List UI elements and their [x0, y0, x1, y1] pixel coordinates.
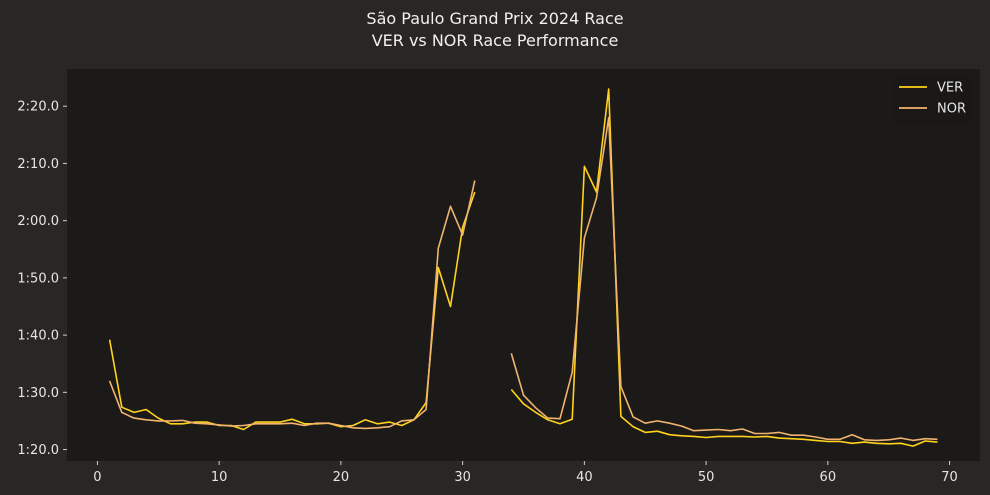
chart-title-line1: São Paulo Grand Prix 2024 Race [366, 9, 624, 28]
x-tick-label: 10 [211, 470, 228, 485]
legend-box [893, 76, 973, 124]
y-tick-label: 2:10.0 [17, 157, 59, 172]
x-tick-label: 40 [576, 470, 593, 485]
y-tick-label: 2:20.0 [17, 100, 59, 115]
y-tick-label: 2:00.0 [17, 214, 59, 229]
y-tick-label: 1:30.0 [17, 386, 59, 401]
series-line-nor [108, 116, 938, 442]
x-tick-label: 50 [698, 470, 715, 485]
x-tick-label: 20 [333, 470, 350, 485]
x-tick-label: 30 [454, 470, 471, 485]
x-tick-label: 70 [941, 470, 958, 485]
x-tick-label: 0 [93, 470, 101, 485]
legend-label-ver: VER [937, 81, 963, 96]
x-tick-label: 60 [820, 470, 837, 485]
chart-title: São Paulo Grand Prix 2024 Race VER vs NO… [0, 8, 990, 52]
y-tick-label: 1:50.0 [17, 271, 59, 286]
y-tick-label: 1:40.0 [17, 329, 59, 344]
y-tick-label: 1:20.0 [17, 443, 59, 458]
chart-title-line2: VER vs NOR Race Performance [371, 31, 619, 50]
legend-label-nor: NOR [937, 102, 966, 117]
plot-area [67, 69, 980, 461]
